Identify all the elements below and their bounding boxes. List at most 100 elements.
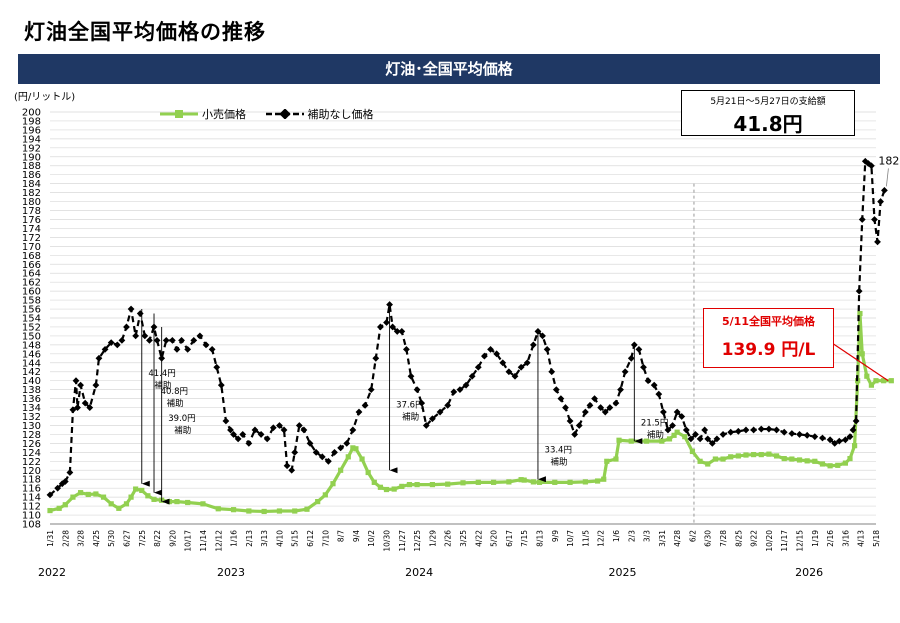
retail-point <box>859 351 865 357</box>
nosubsidy-point <box>217 381 225 389</box>
retail-point <box>108 501 114 507</box>
y-tick-label: 126 <box>22 439 41 450</box>
x-tick-label: 5/18 <box>872 530 881 547</box>
nosubsidy-point <box>704 435 712 443</box>
nosubsidy-point <box>543 345 551 353</box>
y-tick-label: 144 <box>22 358 41 369</box>
nosubsidy-point <box>263 435 271 443</box>
x-tick-label: 6/30 <box>704 530 713 547</box>
nosubsidy-point <box>46 491 54 499</box>
year-label: 2026 <box>795 566 823 579</box>
y-tick-label: 162 <box>22 278 41 289</box>
nosubsidy-point <box>788 430 796 437</box>
retail-point <box>751 451 757 458</box>
nosubsidy-point <box>655 390 663 398</box>
nosubsidy-point <box>575 422 583 429</box>
nosubsidy-point <box>349 426 357 434</box>
nosubsidy-point <box>612 399 620 407</box>
nosubsidy-point <box>874 238 881 246</box>
y-tick-label: 184 <box>22 179 41 190</box>
x-tick-label: 9/22 <box>750 530 759 547</box>
y-tick-label: 108 <box>22 520 41 531</box>
nosubsidy-point <box>773 426 780 434</box>
retail-point <box>659 438 665 444</box>
nosubsidy-point <box>383 319 390 326</box>
retail-point <box>399 483 405 489</box>
nosubsidy-point <box>132 332 140 340</box>
retail-point <box>93 491 99 497</box>
y-tick-label: 176 <box>22 215 41 226</box>
x-tick-label: 5/30 <box>107 530 116 547</box>
x-tick-label: 4/22 <box>474 530 483 547</box>
retail-point <box>128 494 134 500</box>
retail-point <box>819 461 826 467</box>
nosubsidy-point <box>444 401 452 409</box>
nosubsidy-point <box>468 372 476 380</box>
y-tick-label: 128 <box>22 430 41 441</box>
nosubsidy-point <box>288 466 296 474</box>
y-tick-label: 186 <box>22 170 41 181</box>
retail-point <box>345 454 351 460</box>
retail-point <box>166 499 172 505</box>
y-tick-label: 122 <box>22 457 41 468</box>
retail-point <box>881 378 887 384</box>
retail-point <box>56 505 62 511</box>
nosubsidy-point <box>627 354 635 362</box>
nosubsidy-point <box>168 336 176 344</box>
y-axis-unit: (円/リットル) <box>14 92 76 103</box>
nosubsidy-point <box>355 408 363 416</box>
retail-point <box>47 507 53 514</box>
x-tick-label: 3/16 <box>841 530 850 547</box>
nosubsidy-point <box>95 354 103 362</box>
x-tick-label: 8/7 <box>337 530 346 542</box>
nosubsidy-point <box>687 435 695 443</box>
nosubsidy-point <box>511 372 519 380</box>
retail-point <box>200 501 206 507</box>
retail-point <box>705 461 711 467</box>
nosubsidy-point <box>66 469 74 476</box>
retail-point <box>174 499 180 505</box>
retail-point <box>682 434 688 440</box>
nosubsidy-point <box>86 404 94 411</box>
x-tick-label: 3/31 <box>658 530 667 547</box>
y-tick-label: 136 <box>22 394 41 405</box>
y-tick-label: 194 <box>22 134 41 145</box>
x-tick-label: 2/28 <box>61 530 70 547</box>
nosubsidy-line-icon <box>265 109 304 119</box>
y-tick-label: 124 <box>22 448 41 459</box>
retail-point <box>445 481 451 487</box>
nosubsidy-point <box>153 336 161 344</box>
y-tick-label: 190 <box>22 152 41 163</box>
nosubsidy-point <box>474 363 482 371</box>
nosubsidy-point <box>213 363 221 371</box>
x-tick-label: 10/7 <box>566 530 575 547</box>
nosubsidy-point <box>202 341 210 349</box>
subsidy-label: 40.8円補助 <box>161 387 188 409</box>
nosubsidy-point <box>562 404 569 411</box>
retail-point <box>414 481 420 488</box>
nosubsidy-point <box>162 336 170 344</box>
x-tick-label: 10/2 <box>367 530 376 547</box>
x-tick-label: 2/3 <box>627 530 636 542</box>
nosubsidy-point <box>871 216 878 223</box>
retail-point <box>77 490 84 496</box>
retail-point <box>666 436 673 442</box>
nosubsidy-point <box>318 453 326 461</box>
nosubsidy-point <box>389 323 397 331</box>
nosubsidy-point <box>127 305 135 313</box>
x-tick-label: 6/12 <box>306 530 315 547</box>
retail-point <box>215 506 221 512</box>
retail-point <box>116 505 122 511</box>
nosubsidy-point <box>826 436 834 444</box>
x-tick-label: 12/12 <box>214 530 223 552</box>
y-tick-label: 150 <box>22 331 41 342</box>
y-tick-label: 180 <box>22 197 41 208</box>
retail-point <box>743 452 749 458</box>
x-tick-label: 7/25 <box>138 530 147 547</box>
y-tick-label: 140 <box>22 376 41 387</box>
nosubsidy-point <box>283 462 291 470</box>
retail-point <box>888 378 894 384</box>
retail-point <box>604 458 610 464</box>
nosubsidy-point <box>462 381 470 389</box>
retail-point <box>766 451 772 457</box>
